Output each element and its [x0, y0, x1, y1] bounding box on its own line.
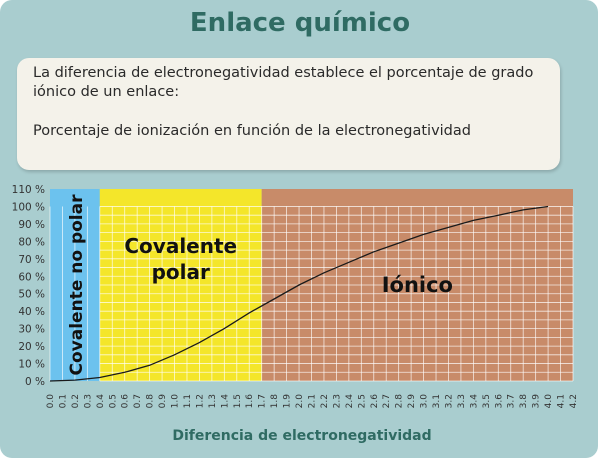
x-tick-label: 1.8 — [270, 394, 280, 409]
info-box: La diferencia de electronegatividad esta… — [17, 58, 560, 170]
x-tick-label: 0.4 — [96, 394, 106, 409]
y-tick-label: 30 % — [18, 324, 45, 336]
y-tick-label: 80 % — [18, 236, 45, 248]
region-label-covalent-nonpolar: Covalente no polar — [67, 194, 87, 376]
x-tick-label: 2.8 — [395, 394, 405, 409]
y-tick-label: 110 % — [12, 184, 45, 196]
x-tick-label: 3.3 — [457, 394, 467, 408]
x-tick-label: 2.3 — [332, 394, 342, 408]
y-tick-label: 40 % — [18, 306, 45, 318]
x-tick-label: 2.6 — [370, 394, 380, 409]
x-tick-label: 0.7 — [133, 394, 143, 408]
x-tick-label: 3.0 — [420, 394, 430, 409]
x-tick-label: 1.4 — [220, 394, 230, 409]
y-tick-label: 100 % — [12, 201, 45, 213]
region-label-covalent-polar: Covalente polar — [124, 234, 237, 284]
y-tick-label: 10 % — [18, 359, 45, 371]
x-tick-label: 2.7 — [382, 394, 392, 408]
x-tick-label: 3.2 — [444, 394, 454, 408]
x-tick-label: 2.1 — [308, 394, 318, 408]
x-tick-label: 4.0 — [544, 394, 554, 409]
x-tick-label: 2.0 — [295, 394, 305, 409]
x-tick-label: 2.2 — [320, 394, 330, 408]
x-tick-label: 1.0 — [171, 394, 181, 409]
x-tick-label: 1.1 — [183, 394, 193, 408]
y-tick-label: 70 % — [18, 254, 45, 266]
x-tick-label: 3.4 — [469, 394, 479, 409]
x-tick-label: 3.8 — [519, 394, 529, 409]
x-tick-label: 0.0 — [46, 394, 56, 409]
y-tick-label: 60 % — [18, 271, 45, 283]
x-tick-label: 0.9 — [158, 394, 168, 409]
x-tick-label: 3.6 — [494, 394, 504, 409]
x-tick-label: 4.2 — [569, 394, 579, 408]
x-tick-label: 0.3 — [83, 394, 93, 408]
x-tick-label: 2.4 — [345, 394, 355, 409]
x-tick-label: 0.6 — [121, 394, 131, 409]
y-tick-label: 50 % — [18, 289, 45, 301]
grid — [49, 206, 574, 382]
x-tick-label: 0.1 — [58, 394, 68, 408]
x-tick-label: 1.5 — [233, 394, 243, 408]
y-tick-label: 0 % — [25, 376, 45, 388]
x-tick-label: 3.7 — [507, 394, 517, 408]
x-tick-label: 3.5 — [482, 394, 492, 408]
region-label-ionic: Iónico — [382, 273, 453, 297]
x-tick-label: 2.5 — [357, 394, 367, 408]
x-tick-label: 0.2 — [71, 394, 81, 408]
page-title: Enlace químico — [189, 8, 411, 38]
x-axis-label: Diferencia de electronegatividad — [172, 428, 432, 444]
x-tick-label: 1.7 — [258, 394, 268, 408]
x-tick-label: 1.3 — [208, 394, 218, 408]
x-tick-label: 0.5 — [108, 394, 118, 408]
info-chart-caption: Porcentaje de ionización en función de l… — [33, 123, 471, 139]
x-tick-label: 3.1 — [432, 394, 442, 408]
ionization-curve — [49, 205, 549, 382]
x-tick-label: 1.6 — [245, 394, 255, 409]
x-tick-label: 1.9 — [283, 394, 293, 409]
y-tick-label: 90 % — [18, 219, 45, 231]
x-tick-label: 1.2 — [195, 394, 205, 408]
info-description: La diferencia de electronegatividad esta… — [33, 65, 534, 100]
x-tick-label: 0.8 — [146, 394, 156, 409]
x-tick-label: 3.9 — [532, 394, 542, 409]
x-tick-label: 4.1 — [557, 394, 567, 408]
x-tick-label: 2.9 — [407, 394, 417, 409]
y-tick-label: 20 % — [18, 341, 45, 353]
